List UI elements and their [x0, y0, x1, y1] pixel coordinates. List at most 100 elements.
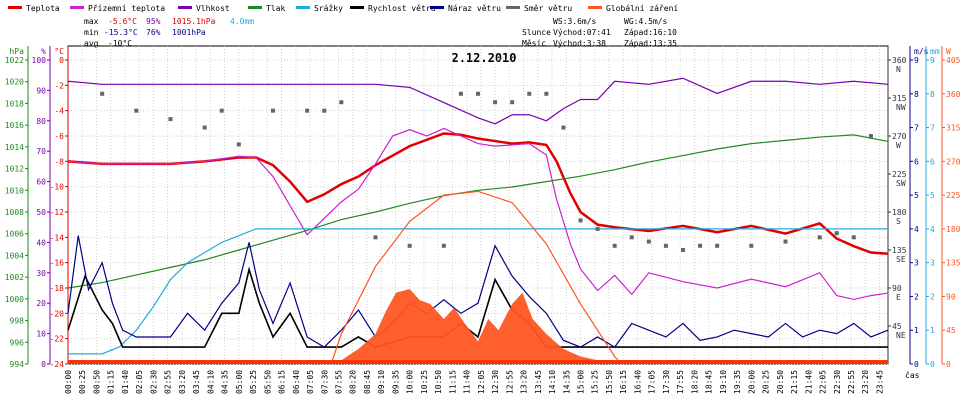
wind_speed-tick-8: 1	[914, 326, 919, 335]
stat-max-temp: -5.6°C	[108, 17, 137, 26]
wind_dir-tick-3: 225	[892, 170, 907, 179]
temperature-tick-1: -2	[54, 81, 64, 90]
sun-set: Západ:16:10	[624, 28, 677, 37]
x-tick-51: 21:15	[790, 370, 799, 394]
sun-label: Slunce	[522, 28, 551, 37]
wind_speed-tick-4: 5	[914, 191, 919, 200]
wind-dir-point-34	[868, 134, 873, 138]
x-tick-57: 23:45	[875, 370, 884, 394]
wind-dir-point-1	[134, 108, 139, 113]
wind-dir-point-21	[595, 226, 600, 231]
humidity-tick-10: 0	[41, 360, 46, 369]
moon-set: Západ:13:35	[624, 39, 677, 48]
x-tick-37: 15:25	[591, 370, 600, 394]
humidity-tick-3: 70	[36, 147, 46, 156]
wind_speed-tick-2: 7	[914, 124, 919, 133]
wind_speed-tick-6: 3	[914, 259, 919, 268]
temperature-tick-8: -16	[50, 259, 65, 268]
x-tick-32: 13:20	[520, 370, 529, 394]
x-tick-21: 08:45	[363, 370, 372, 394]
humidity-tick-6: 40	[36, 238, 46, 247]
pressure-tick-7: 1008	[5, 208, 24, 217]
pressure-tick-14: 994	[10, 360, 25, 369]
humidity-tick-4: 60	[36, 178, 46, 187]
x-tick-40: 16:40	[633, 370, 642, 394]
wind_dir-dir-4: S	[896, 217, 901, 226]
series-clear-sky-radiation	[330, 190, 622, 365]
moon-rise: Východ:3:38	[553, 39, 606, 48]
x-tick-18: 07:30	[320, 370, 329, 394]
x-tick-4: 01:40	[121, 370, 130, 394]
wind-dir-point-28	[715, 243, 720, 248]
x-tick-20: 08:20	[349, 370, 358, 394]
wind-dir-point-2	[168, 117, 173, 122]
x-tick-36: 15:00	[577, 370, 586, 394]
stat-avg-temp: -10°C	[108, 39, 132, 48]
temperature-tick-3: -6	[54, 132, 64, 141]
wind_speed-tick-5: 4	[914, 225, 919, 234]
wind_dir-dir-5: SE	[896, 255, 906, 264]
wind-dir-point-11	[407, 243, 412, 248]
wind_dir-tick-6: 90	[892, 284, 902, 293]
wind_speed-tick-7: 2	[914, 292, 919, 301]
radiation-tick-2: 315	[946, 124, 961, 133]
wind_dir-dir-3: SW	[896, 179, 906, 188]
radiation-tick-0: 405	[946, 56, 961, 65]
legend-swatch-1	[70, 6, 84, 9]
x-tick-11: 04:35	[221, 370, 230, 394]
rain-tick-8: 1	[930, 326, 935, 335]
x-tick-22: 09:10	[377, 370, 386, 394]
x-tick-47: 19:35	[733, 370, 742, 394]
wind-dir-point-23	[629, 235, 634, 240]
x-tick-25: 10:25	[420, 370, 429, 394]
legend-swatch-7	[506, 6, 520, 9]
rain-tick-5: 4	[930, 225, 935, 234]
x-axis-label: čas	[905, 370, 920, 380]
series-n-raz-v-tru	[67, 235, 889, 348]
x-tick-31: 12:55	[505, 370, 514, 394]
x-tick-0: 00:00	[64, 370, 73, 394]
plot-area	[67, 77, 889, 365]
x-tick-5: 02:05	[135, 370, 144, 394]
x-tick-50: 20:50	[776, 370, 785, 394]
stats-panel: max -5.6°C 95% 1015.1hPa 4.0mm min -15.3…	[84, 17, 254, 48]
wind-dir-point-14	[476, 91, 480, 96]
x-tick-29: 12:05	[477, 370, 486, 394]
temperature-tick-2: -4	[54, 107, 64, 116]
x-tick-7: 02:55	[164, 370, 173, 394]
legend-label-6: Náraz větru	[448, 4, 501, 13]
ws-value: WS:3.6m/s	[553, 17, 597, 26]
pressure-tick-10: 1002	[5, 273, 24, 282]
radiation-tick-1: 360	[946, 90, 961, 99]
legend-label-4: Srážky	[314, 4, 343, 13]
rain-tick-4: 5	[930, 191, 935, 200]
x-tick-3: 01:15	[107, 370, 116, 394]
wind-dir-point-13	[458, 91, 463, 96]
humidity-tick-9: 10	[36, 330, 46, 339]
series-sm-r-v-tru	[100, 91, 873, 252]
x-tick-23: 09:35	[391, 370, 400, 394]
series-sr-ky	[68, 228, 888, 355]
series-glob-ln-z-en-	[68, 288, 888, 364]
temperature-tick-7: -14	[50, 233, 65, 242]
wind-dir-point-16	[510, 100, 515, 105]
stat-min-press: 1001hPa	[172, 28, 206, 37]
series-teplota	[67, 132, 889, 256]
wind-sun-info: WS:3.6m/s WG:4.5m/s Slunce Východ:07:41 …	[522, 17, 677, 48]
temperature-tick-9: -18	[50, 284, 65, 293]
wind_dir-dir-1: NW	[896, 103, 906, 112]
chart-axes: 00:00 00:25 00:50 01:15 01:40 02:05 02:30 02:55…	[5, 45, 961, 394]
x-tick-44: 18:20	[690, 370, 699, 394]
sun-rise: Východ:07:41	[553, 28, 611, 37]
wind-dir-point-3	[202, 125, 207, 130]
temperature-tick-0: 0	[59, 56, 64, 65]
wind-dir-point-17	[527, 91, 532, 96]
temperature-tick-10: -20	[50, 309, 65, 318]
pressure-tick-11: 1000	[5, 295, 24, 304]
wind-dir-point-9	[339, 100, 344, 105]
x-tick-38: 15:50	[605, 370, 614, 394]
x-tick-48: 20:00	[747, 370, 756, 394]
wind-dir-point-7	[305, 108, 310, 113]
pressure-axis-label: hPa	[10, 47, 25, 56]
